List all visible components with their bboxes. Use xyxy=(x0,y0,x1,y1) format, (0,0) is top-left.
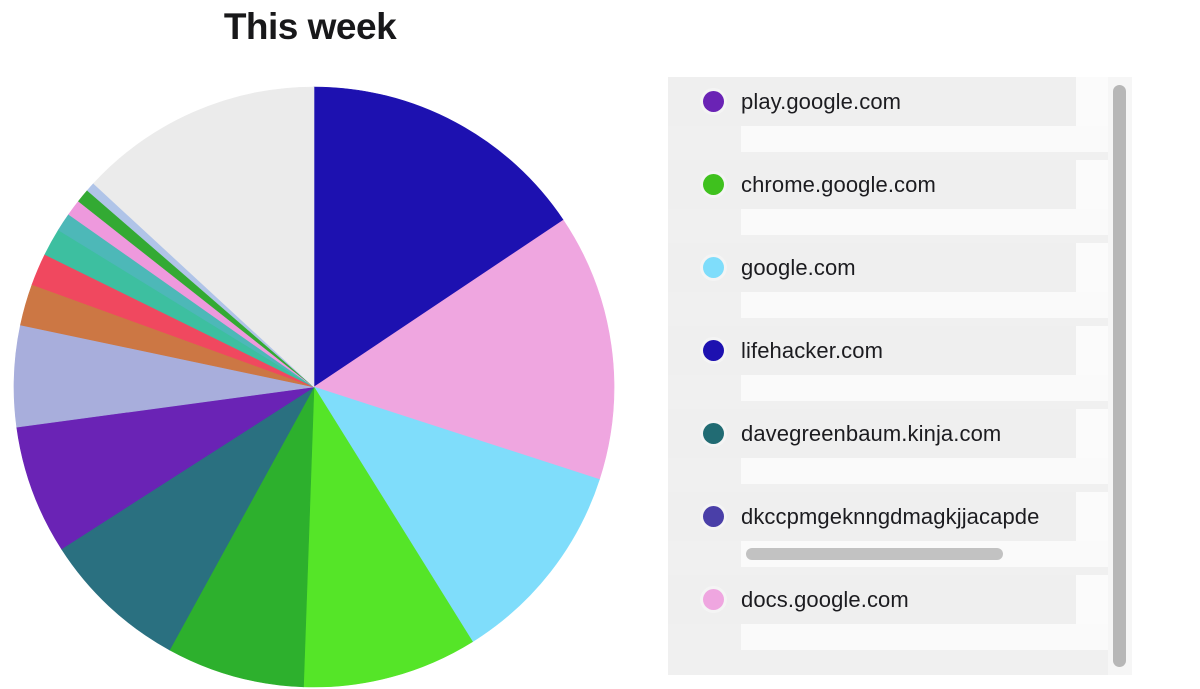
legend-item-value-cell xyxy=(1076,243,1108,292)
pie-slice-group xyxy=(13,86,615,688)
legend-item-value-cell xyxy=(1076,492,1108,541)
legend-item-scroll-area[interactable] xyxy=(741,375,1108,401)
legend-panel[interactable]: play.google.com chrome.google.com google.c… xyxy=(668,77,1132,675)
legend-item[interactable]: lifehacker.com xyxy=(668,326,1108,409)
legend-item-main[interactable]: davegreenbaum.kinja.com xyxy=(668,409,1108,458)
legend-color-dot-icon xyxy=(703,589,724,610)
legend-item-label: dkccpmgeknngdmagkjjacapde xyxy=(741,503,1040,529)
legend-color-dot-icon xyxy=(703,174,724,195)
legend-item[interactable]: docs.google.com xyxy=(668,575,1108,658)
legend-item-spacer xyxy=(668,318,1108,326)
legend-item[interactable]: chrome.google.com xyxy=(668,160,1108,243)
legend-item-scroll-area[interactable] xyxy=(741,209,1108,235)
legend-item-scroll-area[interactable] xyxy=(741,624,1108,650)
legend-list: play.google.com chrome.google.com google.c… xyxy=(668,77,1108,675)
legend-item-label: davegreenbaum.kinja.com xyxy=(741,420,1002,446)
legend-item-label: chrome.google.com xyxy=(741,171,936,197)
legend-item-scroll-area[interactable] xyxy=(741,126,1108,152)
legend-item-value-cell xyxy=(1076,409,1108,458)
legend-item[interactable]: play.google.com xyxy=(668,77,1108,160)
legend-color-dot-icon xyxy=(703,91,724,112)
pie-chart xyxy=(12,85,616,689)
legend-item-value-cell xyxy=(1076,575,1108,624)
pie-slice[interactable] xyxy=(313,386,600,643)
legend-item-label: docs.google.com xyxy=(741,586,909,612)
legend-item-spacer xyxy=(668,567,1108,575)
legend-item-scroll-area[interactable] xyxy=(741,541,1108,567)
pie-slice[interactable] xyxy=(61,386,315,651)
page-title: This week xyxy=(223,6,397,47)
legend-item-scroll-area[interactable] xyxy=(741,292,1108,318)
legend-item-label: lifehacker.com xyxy=(741,337,884,363)
legend-item-main[interactable]: google.com xyxy=(668,243,1108,292)
pie-slice[interactable] xyxy=(16,386,315,550)
legend-color-dot-icon xyxy=(703,340,724,361)
legend-vertical-scrollbar-thumb[interactable] xyxy=(1113,85,1126,667)
legend-item-value-cell xyxy=(1076,160,1108,209)
legend-horizontal-scrollbar[interactable] xyxy=(746,548,1003,560)
legend-item-spacer xyxy=(668,484,1108,492)
legend-item-spacer xyxy=(668,401,1108,409)
legend-item-spacer xyxy=(668,235,1108,243)
pie-slice[interactable] xyxy=(313,219,615,480)
legend-color-dot-icon xyxy=(703,506,724,527)
legend-color-dot-icon xyxy=(703,257,724,278)
legend-color-dot-icon xyxy=(703,423,724,444)
legend-item-main[interactable]: docs.google.com xyxy=(668,575,1108,624)
legend-item-main[interactable]: dkccpmgeknngdmagkjjacapde xyxy=(668,492,1108,541)
legend-item-main[interactable]: chrome.google.com xyxy=(668,160,1108,209)
legend-item-label: google.com xyxy=(741,254,856,280)
pie-slice[interactable] xyxy=(313,86,564,388)
legend-item-main[interactable]: play.google.com xyxy=(668,77,1108,126)
legend-item-value-cell xyxy=(1076,326,1108,375)
legend-item-label: play.google.com xyxy=(741,88,902,114)
pie-slice[interactable] xyxy=(93,86,315,388)
legend-item-spacer xyxy=(668,152,1108,160)
legend-item[interactable]: google.com xyxy=(668,243,1108,326)
pie-chart-svg xyxy=(13,86,615,688)
legend-item[interactable]: dkccpmgeknngdmagkjjacapde xyxy=(668,492,1108,575)
legend-item[interactable]: davegreenbaum.kinja.com xyxy=(668,409,1108,492)
legend-vertical-scrollbar[interactable] xyxy=(1108,77,1132,675)
legend-item-spacer xyxy=(668,650,1108,658)
legend-item-main[interactable]: lifehacker.com xyxy=(668,326,1108,375)
legend-item-value-cell xyxy=(1076,77,1108,126)
legend-item-scroll-area[interactable] xyxy=(741,458,1108,484)
